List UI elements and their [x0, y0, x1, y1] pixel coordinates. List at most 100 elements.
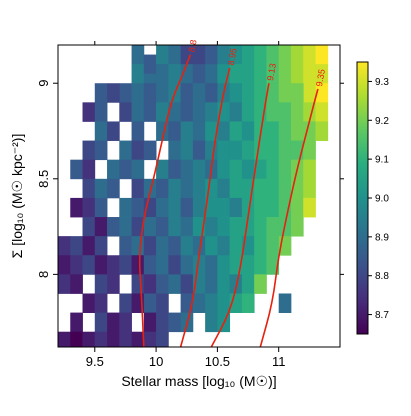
heatmap-cell: [192, 178, 206, 199]
heatmap-cell: [303, 83, 316, 103]
contour-line: [210, 83, 270, 347]
y-axis-ticks: 88.59: [36, 80, 344, 278]
heatmap-cell: [70, 255, 83, 275]
heatmap-cell: [217, 140, 231, 161]
heatmap-cell: [278, 83, 292, 103]
heatmap-cell: [143, 54, 157, 75]
heatmap-cell: [180, 64, 194, 84]
x-tick-label: 10: [149, 354, 163, 369]
heatmap-cell: [70, 312, 83, 333]
heatmap-cell: [131, 121, 145, 141]
heatmap-cell: [315, 121, 329, 141]
heatmap-cell: [82, 236, 96, 256]
heatmap-cell: [180, 236, 194, 256]
heatmap-cell: [119, 83, 132, 103]
heatmap-cell: [94, 312, 108, 333]
heatmap-cell: [278, 293, 292, 313]
heatmap-cell: [107, 217, 120, 237]
heatmap-cell: [229, 83, 243, 103]
heatmap-cell: [156, 178, 169, 199]
heatmap-cell: [254, 217, 267, 237]
heatmap-cell: [156, 331, 169, 347]
heatmap-cell: [180, 274, 194, 294]
heatmap-cell: [241, 140, 255, 161]
heatmap-cell: [82, 140, 96, 161]
heatmap-cell: [315, 83, 329, 103]
heatmap-cell: [303, 159, 316, 180]
heatmap-cell: [58, 255, 71, 275]
heatmap-cell: [70, 274, 83, 294]
heatmap-cell: [266, 197, 280, 218]
contour-lines: [138, 54, 319, 347]
heatmap-cell: [119, 159, 132, 180]
heatmap-cell: [229, 45, 243, 65]
x-tick-label: 10.5: [205, 354, 230, 369]
contour-labels: 8.8 8.95 9.13 9.35: [187, 39, 327, 87]
heatmap-cell: [131, 236, 145, 256]
heatmap-cell: [254, 64, 267, 84]
heatmap-cell: [217, 45, 231, 65]
colorbar-tick-label: 9.0: [375, 194, 389, 205]
heatmap-cell: [168, 102, 182, 122]
heatmap-cell: [290, 121, 304, 141]
heatmap-cell: [119, 197, 132, 218]
heatmap-cell: [192, 83, 206, 103]
heatmap-cell: [94, 274, 108, 294]
heatmap-cell: [266, 45, 280, 65]
heatmap-cell: [266, 178, 280, 199]
heatmap-cell: [168, 178, 182, 199]
heatmap-cell: [119, 312, 132, 333]
heatmap-cell: [107, 255, 120, 275]
heatmap-cell: [156, 217, 169, 237]
x-tick-label: 11: [272, 354, 286, 369]
heatmap-cell: [168, 312, 182, 333]
heatmap-cell: [192, 140, 206, 161]
x-tick-label: 9.5: [86, 354, 104, 369]
heatmap-cell: [119, 255, 132, 275]
heatmap-cell: [131, 159, 145, 180]
heatmap-cell: [278, 178, 292, 199]
heatmap-cell: [290, 45, 304, 65]
heatmap-cell: [205, 236, 218, 256]
colorbar-tick-label: 9.1: [375, 155, 389, 166]
heatmap-cell: [119, 331, 132, 347]
heatmap-cell: [254, 178, 267, 199]
heatmap-cell: [205, 312, 218, 333]
heatmap-cell: [156, 293, 169, 313]
heatmap-cell: [241, 159, 255, 180]
heatmap-cell: [180, 178, 194, 199]
heatmap-cell: [217, 197, 231, 218]
contour-label: 9.35: [314, 68, 327, 87]
heatmap-cell: [156, 197, 169, 218]
heatmap-cell: [290, 102, 304, 122]
heatmap-cell: [229, 217, 243, 237]
heatmap-cell: [241, 83, 255, 103]
heatmap-cell: [241, 255, 255, 275]
heatmap-cell: [94, 102, 108, 122]
plot-frame: [57, 44, 341, 348]
heatmap-cell: [107, 312, 120, 333]
heatmap-cell: [119, 236, 132, 256]
heatmap-cell: [156, 312, 169, 333]
heatmap-cell: [192, 121, 206, 141]
heatmap-cell: [229, 121, 243, 141]
heatmap-cell: [180, 255, 194, 275]
heatmap-cell: [131, 178, 145, 199]
heatmap-cell: [168, 197, 182, 218]
heatmap-cell: [82, 255, 96, 275]
heatmap-cell: [278, 64, 292, 84]
heatmap-cell: [143, 140, 157, 161]
heatmap-cell: [107, 274, 120, 294]
heatmap-cell: [119, 293, 132, 313]
heatmap-cell: [156, 236, 169, 256]
heatmap-cell: [94, 178, 108, 199]
heatmap-cell: [82, 331, 96, 347]
heatmap-cell: [156, 64, 169, 84]
heatmap-cell: [217, 178, 231, 199]
heatmap-cell: [303, 140, 316, 161]
heatmap-cell: [278, 159, 292, 180]
heatmap-cell: [266, 159, 280, 180]
heatmap-cell: [205, 64, 218, 84]
